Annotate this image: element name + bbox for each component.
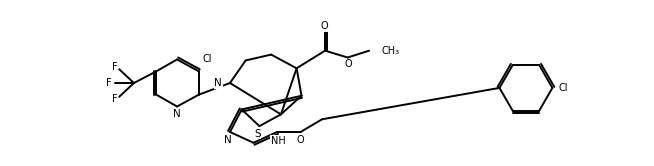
Text: S: S — [254, 129, 261, 139]
Text: N: N — [215, 78, 222, 88]
Text: CH₃: CH₃ — [382, 46, 400, 56]
Text: O: O — [297, 135, 304, 145]
Text: Cl: Cl — [203, 54, 212, 64]
Text: N: N — [173, 109, 181, 119]
Text: F: F — [112, 94, 117, 104]
Text: F: F — [112, 62, 117, 72]
Text: O: O — [345, 59, 353, 69]
Text: NH: NH — [271, 136, 285, 146]
Text: Cl: Cl — [559, 83, 568, 93]
Text: F: F — [106, 78, 111, 88]
Text: N: N — [224, 135, 232, 145]
Text: O: O — [320, 21, 328, 31]
